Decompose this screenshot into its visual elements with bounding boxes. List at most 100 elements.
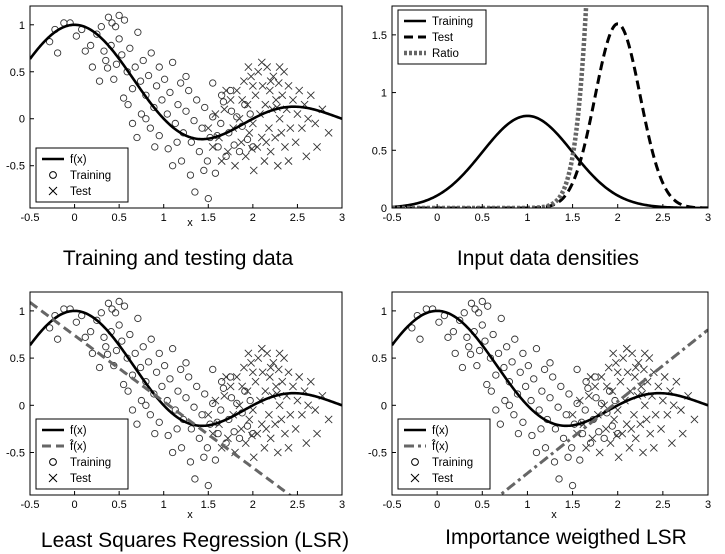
x-tick-label: 0.5 [111,212,126,224]
training-point [100,47,108,55]
test-point [272,96,280,104]
training-point [532,448,541,457]
test-point [634,358,643,367]
training-point [182,107,190,115]
test-point [613,368,622,377]
test-point [582,443,591,452]
training-point [45,38,54,46]
training-point [203,444,212,452]
training-point [186,458,195,466]
test-point [302,439,311,447]
panel-caption: Input data densities [457,247,639,270]
training-point [218,378,226,386]
training-point [535,406,543,414]
test-point [657,424,665,433]
panel-4: -0.5 0 0.5 1 1.5 2 2.5 3 -0.5 0 0.5 1 x f(x) f̂(x) Trai… [368,291,711,549]
y-tick-label: 0.5 [10,353,25,365]
training-point [142,401,150,409]
training-point [136,77,145,85]
test-point [238,96,247,104]
training-point [177,444,186,452]
training-point [521,382,530,391]
test-point [266,147,275,156]
test-point [260,443,269,452]
training-point [582,378,590,386]
training-point [112,346,121,355]
training-point [152,368,161,376]
test-point [208,143,217,151]
training-point [200,453,208,461]
training-point [505,401,514,409]
test-point [672,377,681,386]
training-point [538,387,546,395]
training-point [537,425,545,433]
test-point [631,434,640,443]
test-point [586,373,595,381]
training-point [191,188,199,196]
test-point [204,124,213,133]
test-point [254,67,263,76]
training-point [155,349,163,358]
training-point [562,411,570,419]
test-point [640,401,649,410]
panel-2: -0.5 0 0.5 1 1.5 2 2.5 300.511.5TrainingTestRat… [372,5,711,270]
test-point [269,72,278,81]
training-point [155,418,163,426]
training-point [151,143,159,151]
training-point [549,373,557,381]
test-point [628,349,637,358]
training-point [481,337,489,345]
test-point [245,415,254,424]
x-tick-label: 2 [250,212,256,224]
x-tick-label: 0.5 [475,499,490,511]
x-tick-label: 2.5 [290,499,305,511]
test-point [235,114,244,123]
test-point [646,429,655,438]
training-point [88,63,97,71]
test-point [284,368,293,377]
test-point [313,143,321,151]
training-point [139,56,147,65]
training-point [45,324,54,332]
legend-label: f̂(x) [432,439,449,453]
test-point [262,424,271,433]
test-point [265,373,274,381]
training-point [155,63,163,71]
test-point [591,382,600,391]
test-point [286,410,295,419]
test-point [631,363,640,372]
training-point [163,110,171,118]
training-point [168,58,177,67]
training-point [243,422,252,430]
training-point [102,56,110,65]
axes-box [391,291,709,496]
training-point [110,361,118,370]
test-point [238,382,247,391]
test-point [263,63,272,71]
test-point [241,152,250,161]
legend-label: f(x) [432,425,449,437]
test-point [211,110,220,118]
test-point [640,349,649,358]
test-point [257,344,266,353]
training-point [546,359,554,367]
training-point [152,82,161,90]
training-point [108,305,116,313]
training-point [573,399,581,408]
training-point [209,365,217,374]
legend-label: f(x) [70,425,87,437]
training-point [203,157,212,165]
training-point [497,314,505,323]
test-point [623,368,632,377]
x-tick-label: 2.5 [655,499,670,511]
test-point [266,77,275,86]
legend-marker-circle [49,458,57,466]
training-point [158,382,166,391]
test-point [223,147,232,156]
axes-box [29,291,343,496]
x-tick-label: 3 [705,499,711,511]
axes-box [29,5,343,209]
training-point [500,363,508,372]
legend-label: Test [70,186,92,198]
test-point [304,114,313,123]
